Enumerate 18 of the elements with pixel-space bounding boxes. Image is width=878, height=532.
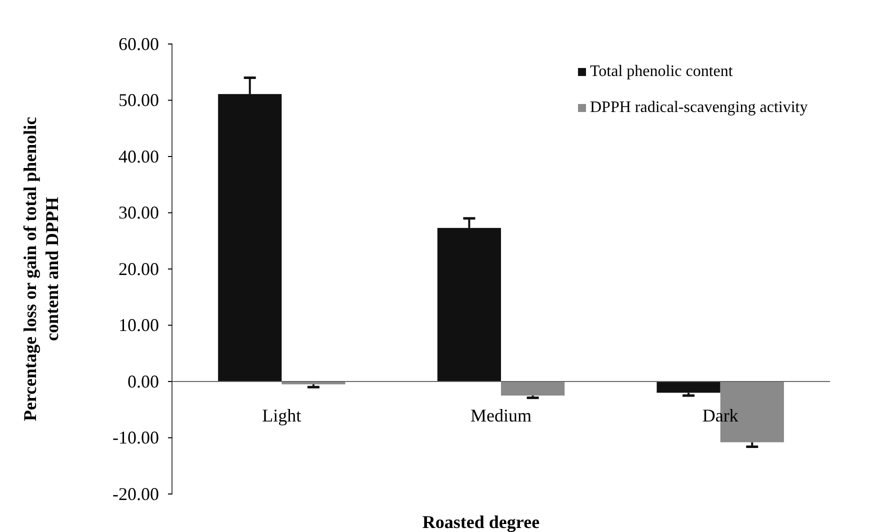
y-tick-label: 20.00: [118, 258, 159, 279]
bar: [501, 382, 565, 396]
y-tick-label: -10.00: [112, 428, 159, 448]
legend-label: Total phenolic content: [590, 63, 734, 80]
x-tick-label: Medium: [470, 406, 532, 426]
y-tick-label: 0.00: [128, 371, 159, 392]
x-tick-label: Dark: [702, 406, 738, 426]
legend-label: DPPH radical-scavenging activity: [590, 99, 808, 116]
x-axis-title: Roasted degree: [422, 512, 540, 532]
y-axis-title: Percentage loss or gain of total phenolic content and DPPH: [20, 116, 62, 422]
x-tick-label: Light: [262, 406, 302, 426]
bar: [656, 382, 720, 393]
y-tick-label: 10.00: [118, 315, 159, 336]
y-tick-label: -20.00: [112, 484, 159, 504]
y-tick-label: 50.00: [118, 90, 159, 110]
y-tick-label: 60.00: [118, 34, 159, 54]
y-tick-label: 40.00: [118, 146, 159, 166]
y-tick-label: 30.00: [118, 202, 159, 223]
